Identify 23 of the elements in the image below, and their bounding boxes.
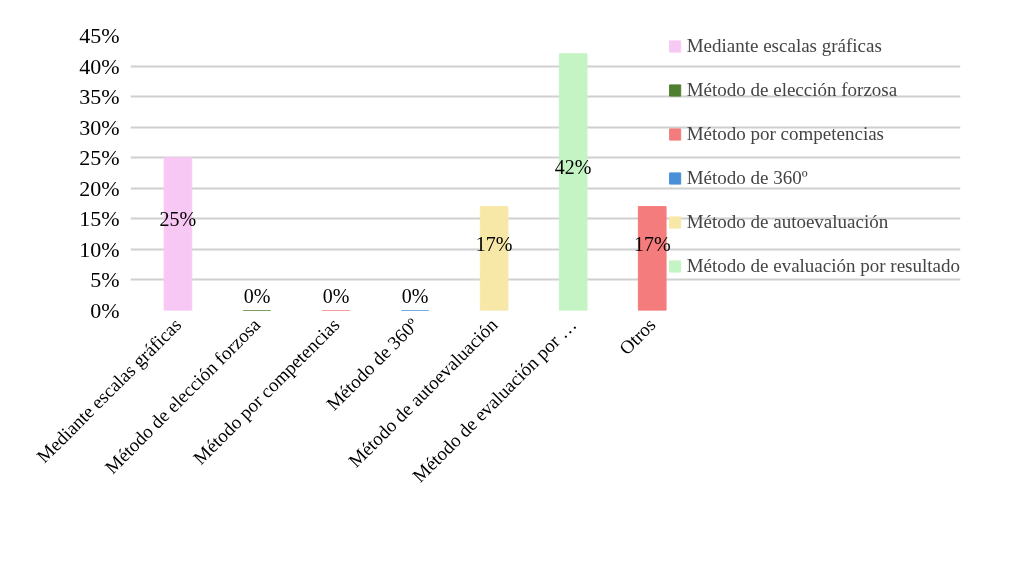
data-label: 25%: [159, 208, 197, 231]
data-label: 0%: [401, 284, 429, 307]
data-label: 17%: [475, 232, 513, 255]
y-tick-label: 45%: [79, 23, 120, 48]
y-tick-label: 5%: [90, 267, 120, 293]
legend-label: Método de 360º: [686, 167, 808, 189]
y-tick-label: 10%: [79, 236, 120, 262]
legend-label: Método de elección forzosa: [686, 79, 898, 101]
data-label: 0%: [243, 284, 271, 307]
y-tick-label: 35%: [79, 84, 120, 110]
legend-label: Método de autoevaluación: [686, 211, 889, 233]
data-label: 42%: [554, 156, 592, 179]
y-tick-label: 40%: [79, 53, 120, 79]
legend-label: Método por competencias: [686, 123, 885, 145]
legend-label: Mediante escalas gráficas: [686, 35, 882, 57]
y-tick-label: 30%: [79, 114, 120, 140]
y-tick-label: 15%: [79, 206, 120, 232]
data-label: 17%: [633, 232, 671, 255]
y-tick-label: 0%: [90, 298, 120, 323]
legend-label: Método de evaluación por resultado: [686, 255, 960, 277]
y-tick-label: 20%: [79, 175, 120, 201]
y-tick-label: 25%: [79, 145, 120, 171]
data-label: 0%: [322, 284, 350, 307]
